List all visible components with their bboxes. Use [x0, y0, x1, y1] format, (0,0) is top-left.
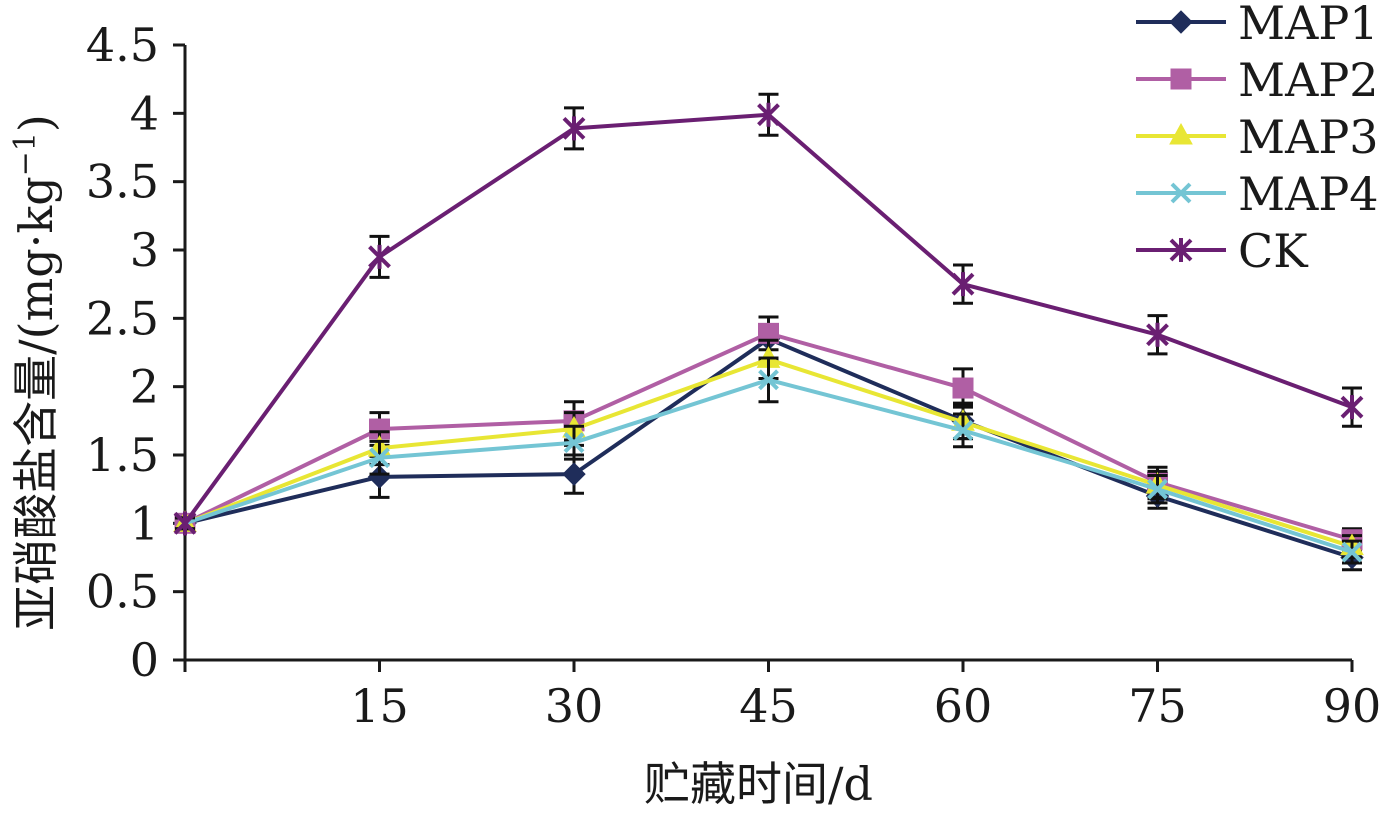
data-point [952, 419, 974, 441]
legend-item-ck: CK [1136, 224, 1309, 278]
legend-label: MAP2 [1238, 53, 1379, 107]
y-axis-title-close: ) [9, 114, 63, 132]
data-point [368, 244, 391, 269]
legend-label: MAP1 [1238, 0, 1379, 50]
legend-item-map2: MAP2 [1136, 53, 1379, 107]
data-point [951, 272, 975, 297]
y-tick-label: 0.5 [86, 565, 159, 619]
y-axis-title: 亚硝酸盐含量/(mg·kg−1) [8, 114, 64, 631]
y-tick-label: 2.5 [86, 291, 159, 345]
x-axis-title: 贮藏时间/d [644, 757, 873, 811]
data-point [563, 432, 585, 454]
y-tick-label: 4 [130, 86, 159, 140]
legend-item-map1: MAP1 [1136, 0, 1379, 50]
y-tick-label: 0 [130, 633, 159, 687]
y-tick-label: 2 [130, 360, 159, 414]
data-point [1147, 478, 1168, 500]
y-tick-label: 4.5 [86, 18, 159, 72]
data-point [757, 102, 780, 127]
legend-label: MAP3 [1238, 110, 1379, 164]
x-tick-label: 15 [350, 679, 409, 733]
data-point [562, 462, 586, 486]
data-point [952, 377, 974, 399]
data-point [1341, 541, 1363, 563]
x-tick-label: 30 [545, 679, 604, 733]
series-ck [173, 92, 1364, 536]
data-point [1146, 322, 1169, 347]
y-tick-label: 1.5 [86, 428, 159, 482]
y-axis-title-main: 亚硝酸盐含量/(mg·kg [9, 176, 63, 630]
data-series [173, 92, 1364, 572]
legend-item-map3: MAP3 [1136, 110, 1379, 164]
legend-label: MAP4 [1238, 167, 1379, 221]
legend-label: CK [1238, 224, 1309, 278]
y-tick-label: 3 [130, 223, 159, 277]
data-point [369, 447, 390, 469]
x-tick-label: 75 [1128, 679, 1187, 733]
series-line [184, 377, 1353, 554]
data-point [1340, 395, 1364, 420]
y-tick-label: 1 [130, 496, 159, 550]
data-point [758, 369, 779, 391]
x-tick-label: 45 [739, 679, 798, 733]
legend-swatch-marker [1170, 182, 1192, 204]
data-point [173, 511, 197, 536]
legend-swatch-marker [1169, 122, 1193, 145]
data-point [562, 116, 586, 141]
legend-swatch-marker [1169, 238, 1193, 262]
legend-swatch-marker [1169, 10, 1193, 34]
y-tick-label: 3.5 [86, 155, 159, 209]
legend-item-map4: MAP4 [1136, 167, 1379, 221]
x-tick-label: 90 [1323, 679, 1382, 733]
axis-ticks: 0 0.5 1 1.5 2 2.5 3 3.5 4 4.5 15 30 45 60 75 90 [86, 18, 1381, 733]
legend-swatch-marker [1170, 68, 1192, 90]
x-tick-label: 60 [934, 679, 993, 733]
y-axis-title-superscript: −1 [8, 132, 43, 176]
